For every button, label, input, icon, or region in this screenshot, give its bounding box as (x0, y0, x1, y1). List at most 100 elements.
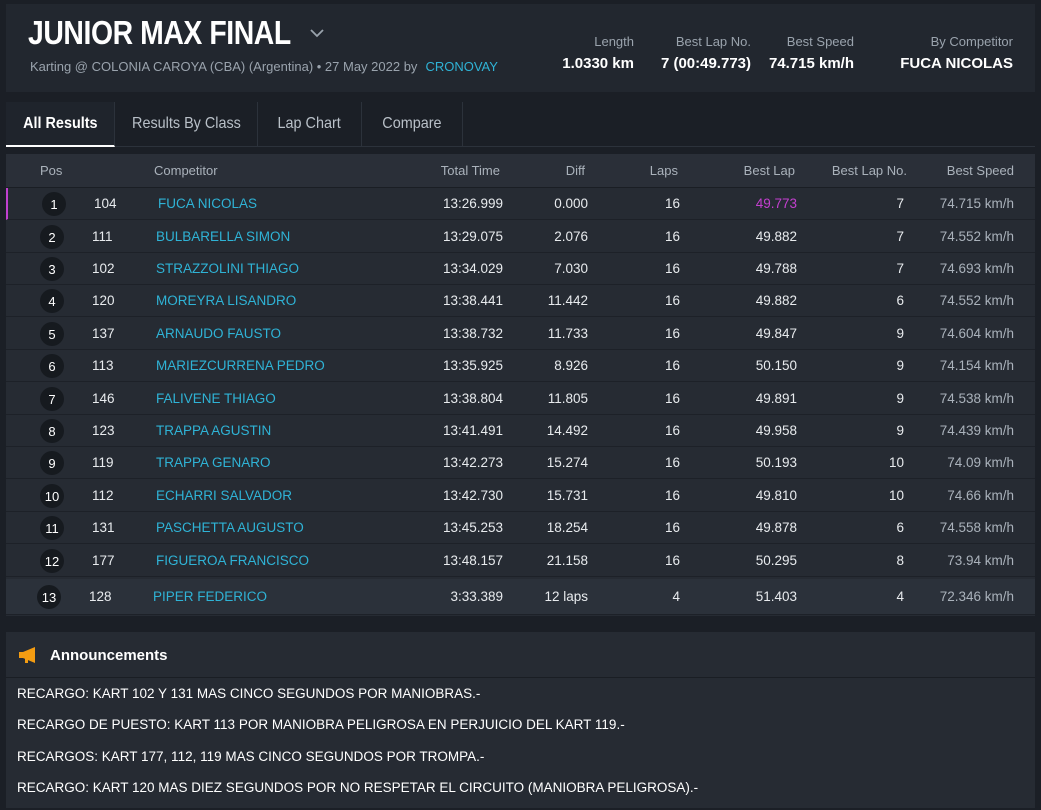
diff: 18.254 (546, 520, 588, 535)
header-total-time[interactable]: Total Time (440, 163, 500, 178)
position-badge: 6 (40, 354, 64, 378)
best-lap-no: 9 (896, 326, 904, 341)
tab-results-by-class[interactable]: Results By Class (115, 102, 258, 147)
table-row[interactable]: 8 123 TRAPPA AGUSTIN 13:41.491 14.492 16 49.95… (6, 415, 1035, 447)
stat-best-lap-no: Best Lap No. 7 (00:49.773) (661, 34, 751, 72)
kart-number: 120 (92, 293, 115, 308)
competitor-name[interactable]: STRAZZOLINI THIAGO (156, 261, 300, 276)
position-badge: 4 (40, 289, 64, 313)
best-lap: 49.958 (755, 423, 797, 438)
tab-all-results[interactable]: All Results (6, 102, 115, 147)
best-lap: 50.295 (755, 553, 797, 568)
announcement-item: RECARGOS: KART 177, 112, 119 MAS CINCO S… (17, 749, 485, 764)
best-speed: 74.09 km/h (947, 455, 1014, 470)
header-best-lap-no[interactable]: Best Lap No. (831, 163, 907, 178)
kart-number: 137 (92, 326, 115, 341)
table-header: Pos Competitor Total Time Diff Laps Best… (6, 154, 1035, 188)
kart-number: 111 (92, 229, 113, 244)
total-time: 3:33.389 (450, 589, 503, 604)
best-speed: 74.538 km/h (939, 391, 1014, 406)
best-speed: 74.604 km/h (939, 326, 1014, 341)
best-speed: 74.552 km/h (939, 229, 1014, 244)
competitor-name[interactable]: PIPER FEDERICO (153, 589, 268, 604)
announcements-panel: Announcements RECARGO: KART 102 Y 131 MA… (6, 632, 1035, 808)
table-row[interactable]: 4 120 MOREYRA LISANDRO 13:38.441 11.442 16 49.… (6, 285, 1035, 317)
table-row[interactable]: 1 104 FUCA NICOLAS 13:26.999 0.000 16 49.773 7 7… (6, 188, 1035, 220)
best-lap: 49.882 (755, 229, 797, 244)
table-row[interactable]: 9 119 TRAPPA GENARO 13:42.273 15.274 16 50.193… (6, 447, 1035, 479)
stat-best-speed-value: 74.715 km/h (768, 55, 854, 72)
best-lap: 49.847 (755, 326, 797, 341)
diff: 21.158 (546, 553, 588, 568)
announcements-header: Announcements (6, 632, 1035, 678)
laps: 4 (672, 589, 680, 604)
table-row[interactable]: 6 113 MARIEZCURRENA PEDRO 13:35.925 8.926 16 5… (6, 350, 1035, 382)
competitor-name[interactable]: FALIVENE THIAGO (156, 391, 276, 406)
event-location-date: Karting @ COLONIA CAROYA (CBA) (Argentin… (30, 59, 418, 74)
kart-number: 102 (92, 261, 115, 276)
chevron-down-icon[interactable] (306, 22, 328, 44)
total-time: 13:29.075 (442, 229, 503, 244)
competitor-name[interactable]: FIGUEROA FRANCISCO (156, 553, 310, 568)
header-best-lap[interactable]: Best Lap (743, 163, 795, 178)
diff: 7.030 (554, 261, 588, 276)
table-row[interactable]: 13 128 PIPER FEDERICO 3:33.389 12 laps 4 51.40… (6, 579, 1035, 615)
header-pos[interactable]: Pos (40, 163, 63, 178)
competitor-name[interactable]: MARIEZCURRENA PEDRO (156, 358, 325, 373)
competitor-name[interactable]: TRAPPA GENARO (156, 455, 271, 470)
kart-number: 112 (92, 488, 114, 503)
best-lap-no: 4 (896, 589, 904, 604)
diff: 11.805 (547, 391, 588, 406)
competitor-name[interactable]: MOREYRA LISANDRO (156, 293, 297, 308)
best-lap: 49.810 (755, 488, 797, 503)
best-lap: 49.891 (755, 391, 797, 406)
laps: 16 (664, 261, 680, 276)
total-time: 13:35.925 (442, 358, 503, 373)
laps: 16 (664, 455, 680, 470)
competitor-name[interactable]: ECHARRI SALVADOR (156, 488, 293, 503)
header-best-speed[interactable]: Best Speed (946, 163, 1014, 178)
table-row[interactable]: 12 177 FIGUEROA FRANCISCO 13:48.157 21.158 16… (6, 545, 1035, 577)
laps: 16 (664, 196, 680, 211)
laps: 16 (664, 553, 680, 568)
header-competitor[interactable]: Competitor (154, 163, 218, 178)
table-row[interactable]: 5 137 ARNAUDO FAUSTO 13:38.732 11.733 16 49.84… (6, 318, 1035, 350)
stat-by-competitor-label: By Competitor (930, 34, 1013, 49)
competitor-name[interactable]: FUCA NICOLAS (158, 196, 258, 211)
best-lap-no: 9 (896, 358, 904, 373)
diff: 8.926 (554, 358, 588, 373)
best-lap-no: 7 (896, 229, 904, 244)
tab-compare[interactable]: Compare (362, 102, 463, 147)
competitor-name[interactable]: PASCHETTA AUGUSTO (156, 520, 304, 535)
event-title: JUNIOR MAX FINAL (28, 14, 291, 51)
table-row[interactable]: 2 111 BULBARELLA SIMON 13:29.075 2.076 16 49.8… (6, 221, 1035, 253)
tab-lap-chart[interactable]: Lap Chart (258, 102, 362, 147)
tab-compare-label: Compare (382, 115, 442, 132)
table-row[interactable]: 7 146 FALIVENE THIAGO 13:38.804 11.805 16 49.8… (6, 383, 1035, 415)
competitor-name[interactable]: ARNAUDO FAUSTO (156, 326, 282, 341)
total-time: 13:38.441 (442, 293, 503, 308)
stat-length: Length 1.0330 km (562, 34, 634, 72)
timing-provider-link[interactable]: CRONOVAY (425, 59, 498, 74)
best-speed: 74.154 km/h (939, 358, 1014, 373)
competitor-name[interactable]: TRAPPA AGUSTIN (156, 423, 272, 438)
diff: 11.733 (547, 326, 588, 341)
position-badge: 3 (40, 257, 64, 281)
competitor-name[interactable]: BULBARELLA SIMON (156, 229, 291, 244)
table-row[interactable]: 3 102 STRAZZOLINI THIAGO 13:34.029 7.030 16 49… (6, 253, 1035, 285)
stat-by-competitor-value: FUCA NICOLAS (900, 55, 1013, 72)
tab-results-by-class-label: Results By Class (131, 115, 241, 132)
header-laps[interactable]: Laps (649, 163, 678, 178)
kart-number: 128 (89, 589, 112, 604)
best-speed: 74.715 km/h (939, 196, 1014, 211)
laps: 16 (664, 391, 680, 406)
laps: 16 (664, 358, 680, 373)
best-lap: 49.773 (755, 196, 797, 211)
header-diff[interactable]: Diff (565, 163, 585, 178)
best-lap-no: 10 (888, 488, 904, 503)
diff: 12 laps (544, 589, 588, 604)
table-row[interactable]: 11 131 PASCHETTA AUGUSTO 13:45.253 18.254 16 4… (6, 512, 1035, 544)
table-row[interactable]: 10 112 ECHARRI SALVADOR 13:42.730 15.731 16 49… (6, 480, 1035, 512)
diff: 11.442 (547, 293, 588, 308)
best-lap-no: 9 (896, 391, 904, 406)
